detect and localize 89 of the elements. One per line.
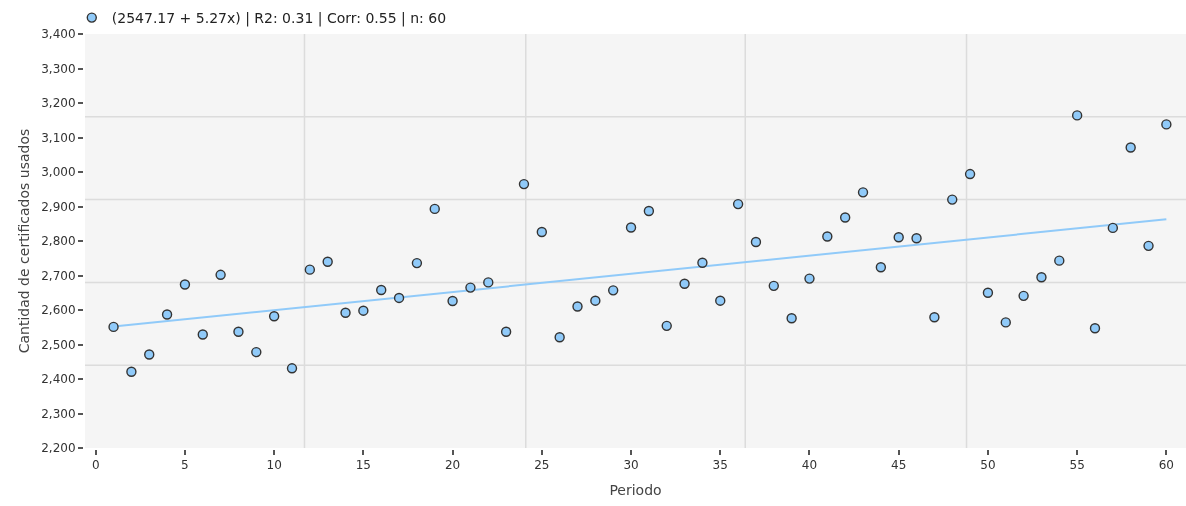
point <box>358 305 369 316</box>
point <box>126 366 137 377</box>
point <box>393 292 405 304</box>
point <box>661 320 672 332</box>
point <box>233 326 244 337</box>
point <box>251 346 262 358</box>
point <box>875 262 887 273</box>
point <box>304 264 316 275</box>
y-tick-label: 2,200 <box>41 441 76 456</box>
point <box>893 232 904 243</box>
point <box>607 285 619 296</box>
x-tick-label: 55 <box>1069 458 1085 473</box>
y-tick-label: 3,400 <box>41 27 76 42</box>
point <box>964 168 976 180</box>
x-tick-label: 35 <box>712 458 728 473</box>
y-tick-label: 2,800 <box>41 234 76 249</box>
point <box>1125 142 1136 153</box>
y-tick-label: 2,900 <box>41 199 76 214</box>
point <box>1143 240 1154 252</box>
point <box>1000 317 1011 328</box>
x-tick-label: 30 <box>623 458 639 473</box>
point <box>322 256 333 267</box>
point <box>590 295 601 306</box>
point <box>197 329 208 340</box>
x-tick-label: 45 <box>891 458 907 473</box>
point <box>857 187 869 198</box>
x-tick-label: 0 <box>91 458 100 473</box>
point <box>161 309 173 320</box>
point <box>1089 323 1101 334</box>
point <box>1161 119 1172 130</box>
y-tick-label: 2,400 <box>41 372 76 387</box>
x-tick-label: 20 <box>444 458 461 473</box>
y-tick-label: 2,600 <box>41 303 76 318</box>
x-tick-label: 40 <box>801 458 818 473</box>
y-tick-label: 3,100 <box>41 130 76 145</box>
point <box>786 313 797 324</box>
point <box>1107 222 1119 234</box>
point <box>286 363 298 374</box>
x-tick-label: 10 <box>266 458 282 473</box>
point <box>1018 290 1029 302</box>
point <box>108 321 119 333</box>
y-tick-label: 2,700 <box>41 268 76 283</box>
point <box>1071 110 1083 121</box>
point <box>768 280 779 292</box>
legend-label: (2547.17 + 5.27x) | R2: 0.31 | Corr: 0.55 | n: 60 <box>111 10 447 28</box>
y-tick-label: 3,000 <box>41 165 76 180</box>
point <box>572 301 583 312</box>
point <box>429 203 440 215</box>
x-tick-label: 60 <box>1158 458 1175 473</box>
point <box>804 273 815 284</box>
y-tick-label: 2,500 <box>41 337 76 352</box>
x-tick-label: 25 <box>534 458 550 473</box>
point <box>447 295 458 307</box>
point <box>340 307 351 318</box>
x-tick-label: 5 <box>181 458 189 473</box>
point <box>215 269 226 281</box>
point <box>411 257 423 269</box>
point <box>643 205 655 217</box>
point <box>144 349 155 360</box>
point <box>376 284 387 296</box>
point <box>732 198 744 210</box>
point <box>697 257 708 268</box>
point <box>1036 272 1047 283</box>
point <box>929 312 940 323</box>
point <box>518 178 530 190</box>
point <box>483 277 494 288</box>
y-tick-label: 3,300 <box>41 61 76 76</box>
x-tick-label: 50 <box>980 458 996 473</box>
point <box>839 212 851 223</box>
point <box>179 279 191 290</box>
point <box>500 326 512 337</box>
x-axis-title: Periodo <box>609 482 662 499</box>
point <box>947 194 958 205</box>
point <box>982 287 994 298</box>
point <box>536 226 548 238</box>
point <box>268 311 280 322</box>
y-tick-label: 2,300 <box>41 406 76 421</box>
point <box>1054 255 1065 266</box>
y-axis-title: Cantidad de certificados usados <box>16 128 33 354</box>
point <box>715 295 726 306</box>
y-tick-label: 3,200 <box>41 96 76 111</box>
point <box>625 222 637 233</box>
point <box>750 236 762 248</box>
point <box>911 233 922 244</box>
point <box>679 278 690 289</box>
point <box>465 282 476 293</box>
x-tick-label: 15 <box>355 458 372 473</box>
point <box>822 231 833 242</box>
point <box>554 332 565 343</box>
